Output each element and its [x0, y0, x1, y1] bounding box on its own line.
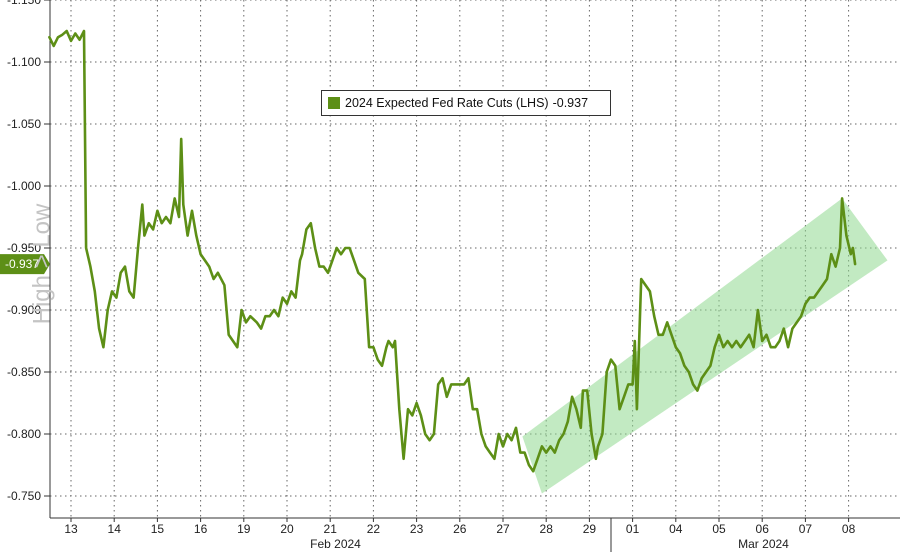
x-tick-label: 16: [194, 522, 208, 536]
y-tick-label: -0.950: [7, 241, 41, 255]
month-label: Feb 2024: [310, 537, 361, 551]
y-tick-label: -1.100: [7, 55, 41, 69]
y-tick-label: -0.800: [7, 427, 41, 441]
uptrend-channel: [522, 198, 888, 494]
y-tick-label: -1.150: [7, 0, 41, 7]
last-value-marker: [0, 254, 50, 275]
last-value-label: -0.937: [5, 257, 39, 271]
high-low-watermark: High > Low: [28, 203, 56, 325]
x-tick-label: 22: [367, 522, 381, 536]
legend-series-label: 2024 Expected Fed Rate Cuts (LHS): [345, 96, 549, 110]
x-tick-label: 29: [583, 522, 597, 536]
x-tick-label: 26: [453, 522, 467, 536]
x-tick-label: 06: [756, 522, 770, 536]
x-tick-label: 15: [151, 522, 165, 536]
x-tick-label: 04: [669, 522, 683, 536]
x-tick-label: 28: [540, 522, 554, 536]
y-tick-label: -1.000: [7, 179, 41, 193]
x-tick-label: 05: [712, 522, 726, 536]
month-label: Mar 2024: [738, 537, 789, 551]
chart-legend: 2024 Expected Fed Rate Cuts (LHS) -0.937: [321, 90, 611, 116]
y-tick-label: -0.850: [7, 365, 41, 379]
y-tick-label: -0.750: [7, 489, 41, 503]
x-tick-label: 23: [410, 522, 424, 536]
x-tick-label: 07: [799, 522, 813, 536]
plot-area: [50, 0, 900, 518]
legend-series-swatch: [328, 97, 340, 109]
y-tick-label: -0.900: [7, 303, 41, 317]
x-tick-label: 20: [280, 522, 294, 536]
legend-series-value: -0.937: [552, 96, 589, 110]
y-tick-label: -1.050: [7, 117, 41, 131]
x-tick-label: 14: [108, 522, 122, 536]
x-tick-label: 19: [237, 522, 251, 536]
x-tick-label: 21: [324, 522, 338, 536]
x-tick-label: 01: [626, 522, 640, 536]
fed-rate-cuts-line: [48, 29, 857, 473]
x-tick-label: 13: [64, 522, 78, 536]
x-tick-label: 27: [496, 522, 510, 536]
x-tick-label: 08: [842, 522, 856, 536]
